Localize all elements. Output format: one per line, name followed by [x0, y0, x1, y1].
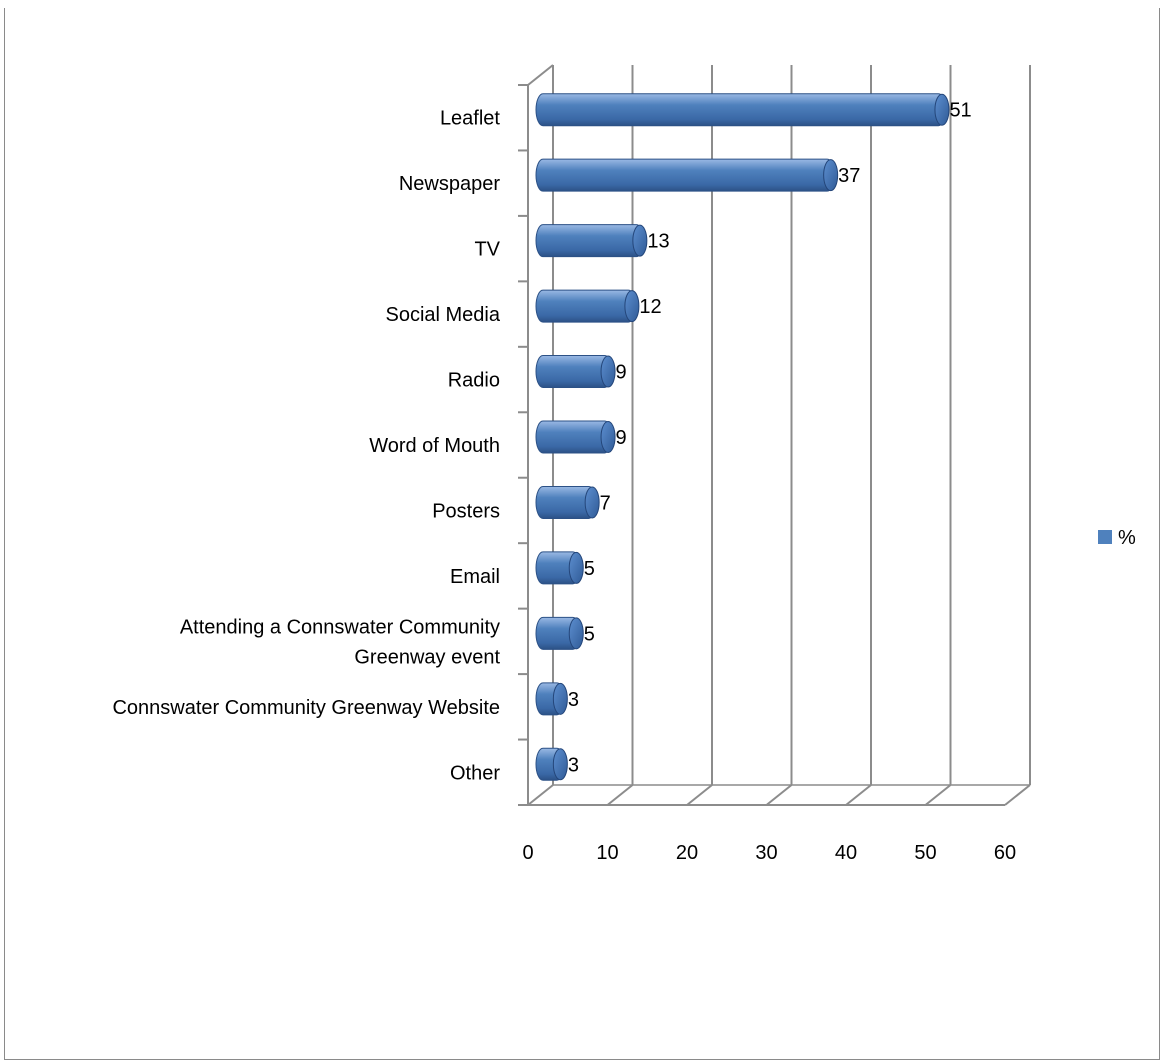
bar-end-cap	[568, 551, 584, 584]
category-label: Social Media	[385, 304, 500, 326]
left-wall-top-edge	[527, 64, 554, 86]
axes	[518, 84, 1030, 806]
data-label: 3	[568, 754, 579, 776]
category-label: Newspaper	[399, 173, 501, 195]
data-label: 9	[616, 362, 627, 384]
bar-end-cap	[600, 421, 616, 453]
legend-label: %	[1118, 527, 1136, 549]
legend-swatch	[1098, 530, 1112, 544]
bar	[535, 420, 613, 454]
category-label: Other	[450, 762, 500, 784]
bar	[535, 289, 636, 323]
floor-gridline	[765, 784, 793, 806]
x-tick-label: 40	[835, 842, 857, 864]
category-label: Word of Mouth	[369, 435, 500, 457]
floor-gridline	[845, 784, 872, 806]
bar	[535, 224, 644, 258]
data-label: 9	[616, 427, 627, 449]
bar-end-cap	[823, 159, 839, 192]
x-tick-label: 30	[755, 842, 777, 864]
data-label: 13	[647, 231, 669, 253]
category-label: Radio	[448, 370, 500, 392]
data-label: 37	[838, 165, 860, 187]
data-label: 7	[600, 492, 611, 514]
x-tick-label: 10	[596, 842, 618, 864]
bar-end-cap	[624, 290, 640, 323]
bar-end-cap	[552, 682, 568, 715]
bar-end-cap	[584, 486, 600, 519]
bar	[535, 158, 835, 192]
category-label: Greenway event	[354, 646, 500, 668]
category-label: Posters	[432, 500, 500, 522]
category-label: Email	[450, 566, 500, 588]
data-label: 5	[584, 558, 595, 580]
bar-end-cap	[632, 224, 648, 257]
data-label: 5	[584, 623, 595, 645]
category-label: Attending a Connswater Community	[180, 616, 500, 638]
data-label: 12	[639, 296, 661, 318]
x-tick-label: 50	[914, 842, 936, 864]
bar-end-cap	[568, 617, 584, 650]
x-tick-label: 20	[676, 842, 698, 864]
floor-gridline	[686, 784, 713, 806]
bars	[535, 93, 950, 781]
floor-gridline	[1004, 784, 1031, 806]
x-tick-label: 60	[994, 842, 1016, 864]
bar-end-cap	[552, 748, 568, 781]
floor-gridline	[606, 784, 634, 806]
data-label: 3	[568, 689, 579, 711]
bar-end-cap	[600, 355, 616, 388]
bar-end-cap	[934, 93, 950, 126]
floor-gridline	[924, 784, 952, 806]
data-label: 51	[949, 100, 971, 122]
floor-gridline	[527, 784, 554, 806]
category-label: TV	[474, 239, 500, 261]
bar	[535, 93, 946, 127]
category-label: Connswater Community Greenway Website	[112, 697, 500, 719]
x-tick-label: 0	[522, 842, 533, 864]
legend: %	[1098, 527, 1136, 549]
bar	[535, 355, 613, 389]
category-label: Leaflet	[440, 108, 500, 130]
labels: 0 10 20 30 40 50 6051Leaflet37Newspaper13TV12S…	[112, 100, 1016, 864]
